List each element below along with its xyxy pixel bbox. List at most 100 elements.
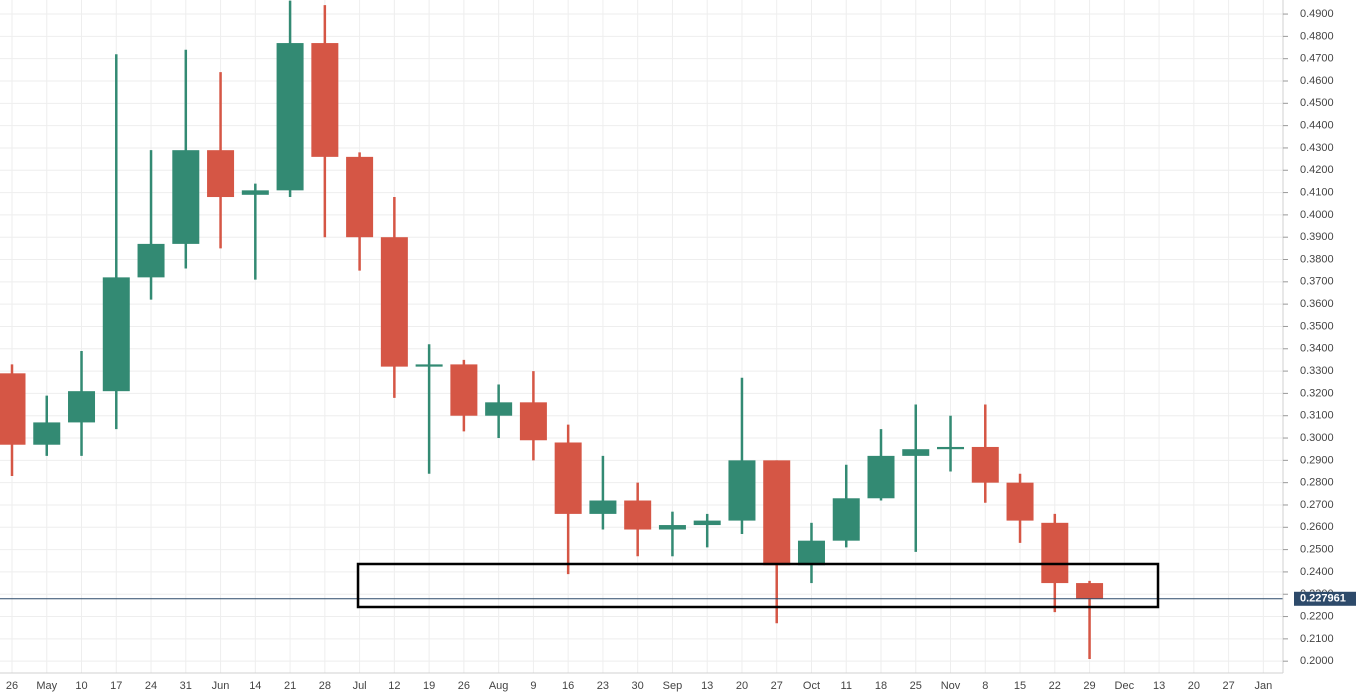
x-tick-label: 17 <box>110 680 122 692</box>
annotation-box <box>356 562 1160 609</box>
y-tick-label: 0.3300 <box>1300 365 1334 377</box>
x-tick-label: 26 <box>6 680 18 692</box>
candle-body <box>902 449 930 456</box>
y-tick-label: 0.2200 <box>1300 610 1334 622</box>
candle-body <box>937 446 965 450</box>
y-tick-label: 0.2700 <box>1300 499 1334 511</box>
candle-body <box>311 43 339 157</box>
y-tick-label: 0.3900 <box>1300 231 1334 243</box>
y-tick-label: 0.4800 <box>1300 30 1334 42</box>
y-tick-label: 0.2800 <box>1300 477 1334 489</box>
candle-body <box>276 43 304 191</box>
y-tick-label: 0.4700 <box>1300 53 1334 65</box>
x-tick-label: 18 <box>875 680 887 692</box>
y-tick-label: 0.4400 <box>1300 120 1334 132</box>
y-tick-label: 0.3200 <box>1300 387 1334 399</box>
candle-body <box>728 460 756 521</box>
x-tick-label: Aug <box>489 680 509 692</box>
x-tick-label: 13 <box>1153 680 1165 692</box>
candle-body <box>172 150 200 244</box>
x-tick-label: 10 <box>75 680 87 692</box>
axes: 0.20000.21000.22000.23000.24000.25000.26… <box>6 8 1356 692</box>
y-tick-label: 0.4900 <box>1300 8 1334 20</box>
candle-body <box>485 402 513 416</box>
current-price-label: 0.227961 <box>1300 593 1346 605</box>
x-tick-label: 12 <box>388 680 400 692</box>
y-tick-label: 0.4300 <box>1300 142 1334 154</box>
x-tick-label: 28 <box>319 680 331 692</box>
x-tick-label: 26 <box>458 680 470 692</box>
candle-body <box>693 520 721 526</box>
x-tick-label: 27 <box>771 680 783 692</box>
x-tick-label: 21 <box>284 680 296 692</box>
candle-body <box>867 455 895 499</box>
x-tick-label: 30 <box>632 680 644 692</box>
candle-body <box>763 460 791 566</box>
x-tick-label: 24 <box>145 680 157 692</box>
candle-body <box>0 373 26 445</box>
x-tick-label: 29 <box>1083 680 1095 692</box>
candle-body <box>1006 482 1034 521</box>
y-tick-label: 0.2600 <box>1300 521 1334 533</box>
y-tick-label: 0.2400 <box>1300 566 1334 578</box>
y-tick-label: 0.3600 <box>1300 298 1334 310</box>
x-tick-label: Jan <box>1254 680 1272 692</box>
candle-body <box>797 540 825 566</box>
candle-body <box>68 391 96 423</box>
candle-body <box>346 156 374 238</box>
grid <box>0 0 1283 673</box>
candle-body <box>971 446 999 483</box>
x-tick-label: Nov <box>941 680 961 692</box>
x-tick-label: May <box>36 680 57 692</box>
candle-body <box>102 277 130 392</box>
y-tick-label: 0.4000 <box>1300 209 1334 221</box>
candle-body <box>554 442 582 514</box>
x-tick-label: Dec <box>1115 680 1135 692</box>
candle-body <box>1041 522 1069 584</box>
x-tick-label: 14 <box>249 680 261 692</box>
candle-body <box>624 500 652 530</box>
y-tick-label: 0.4100 <box>1300 186 1334 198</box>
candle-body <box>832 498 860 541</box>
candle-body <box>519 402 547 441</box>
x-tick-label: 13 <box>701 680 713 692</box>
x-tick-label: 8 <box>982 680 988 692</box>
y-tick-label: 0.4600 <box>1300 75 1334 87</box>
x-tick-label: Sep <box>663 680 683 692</box>
y-tick-label: 0.3400 <box>1300 343 1334 355</box>
candle-body <box>137 243 165 278</box>
y-tick-label: 0.2100 <box>1300 633 1334 645</box>
y-tick-label: 0.3000 <box>1300 432 1334 444</box>
x-tick-label: Jul <box>353 680 367 692</box>
y-tick-label: 0.3700 <box>1300 276 1334 288</box>
x-tick-label: 15 <box>1014 680 1026 692</box>
x-tick-label: 16 <box>562 680 574 692</box>
candle-body <box>589 500 617 514</box>
candles <box>0 0 1283 659</box>
y-tick-label: 0.2500 <box>1300 544 1334 556</box>
candle-body <box>33 422 61 445</box>
y-tick-label: 0.4500 <box>1300 97 1334 109</box>
x-tick-label: 11 <box>841 680 852 692</box>
candle-body <box>450 364 478 416</box>
x-tick-label: 20 <box>1188 680 1200 692</box>
x-tick-label: 20 <box>736 680 748 692</box>
candle-body <box>241 190 269 195</box>
x-tick-label: 19 <box>423 680 435 692</box>
x-tick-label: Jun <box>212 680 230 692</box>
y-tick-label: 0.3500 <box>1300 320 1334 332</box>
x-tick-label: 25 <box>910 680 922 692</box>
y-tick-label: 0.2900 <box>1300 454 1334 466</box>
candle-body <box>658 525 686 530</box>
y-tick-label: 0.2000 <box>1300 655 1334 667</box>
current-price-box <box>1294 591 1356 606</box>
x-tick-label: 22 <box>1049 680 1061 692</box>
x-tick-label: Oct <box>803 680 820 692</box>
candle-body <box>415 364 443 367</box>
candle-body <box>207 150 235 198</box>
candle-body <box>1076 583 1104 599</box>
x-tick-label: 23 <box>597 680 609 692</box>
x-tick-label: 27 <box>1222 680 1234 692</box>
